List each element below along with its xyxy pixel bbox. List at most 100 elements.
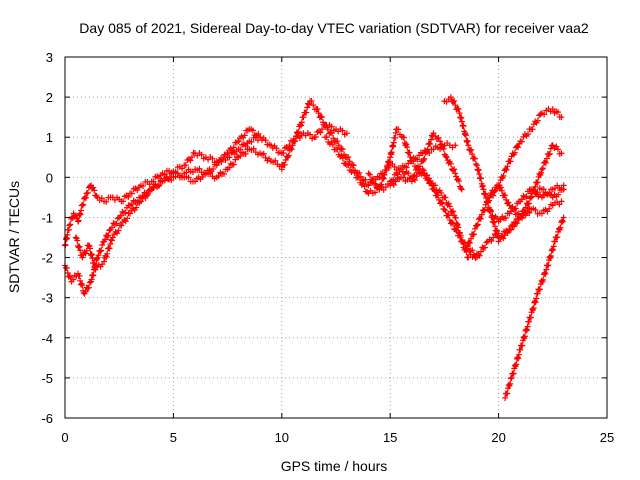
- data-point-dense: [389, 160, 402, 173]
- data-point-dense: [183, 166, 196, 176]
- data-point-dense: [507, 215, 522, 230]
- data-point: [538, 210, 545, 217]
- x-tick-label: 20: [491, 430, 505, 445]
- data-point-dense: [442, 194, 458, 219]
- data-point: [127, 210, 134, 217]
- data-point-dense: [509, 346, 523, 377]
- data-point-dense: [448, 97, 462, 113]
- data-point-dense: [507, 140, 523, 165]
- y-tick-label: 0: [46, 170, 53, 185]
- data-point-dense: [467, 251, 478, 260]
- data-point-dense: [302, 129, 316, 142]
- data-point: [465, 142, 472, 149]
- data-point-dense: [464, 222, 479, 252]
- data-point: [75, 218, 82, 225]
- data-point-dense: [453, 227, 468, 247]
- x-tick-label: 10: [275, 430, 289, 445]
- data-point: [79, 254, 86, 261]
- data-point: [495, 238, 502, 245]
- data-point-dense: [182, 149, 197, 169]
- data-point: [560, 186, 567, 193]
- data-points: [62, 94, 567, 401]
- data-point-dense: [388, 169, 403, 184]
- data-point-dense: [73, 235, 85, 259]
- data-point-dense: [70, 272, 80, 283]
- data-point-dense: [226, 148, 240, 161]
- data-point-dense: [84, 183, 93, 196]
- data-point-dense: [366, 171, 382, 191]
- data-point: [506, 226, 513, 233]
- data-point: [517, 214, 524, 221]
- data-point-dense: [410, 149, 424, 163]
- data-point-dense: [519, 205, 533, 219]
- data-point-dense: [387, 126, 400, 158]
- data-point-dense: [378, 180, 392, 193]
- data-point-dense: [399, 157, 414, 171]
- data-point: [118, 222, 125, 229]
- data-point-dense: [432, 133, 442, 143]
- data-point: [343, 130, 350, 137]
- data-point-dense: [194, 150, 207, 162]
- data-point-dense: [437, 141, 449, 160]
- data-point: [213, 162, 220, 169]
- axis-ticks: [64, 56, 608, 419]
- data-point-dense: [526, 290, 540, 321]
- data-point: [484, 198, 491, 205]
- data-point-dense: [62, 264, 74, 281]
- data-point: [517, 346, 524, 353]
- data-point: [437, 138, 444, 145]
- data-point-dense: [269, 143, 283, 156]
- series-12: [495, 198, 565, 245]
- data-point-dense: [543, 238, 558, 269]
- data-point: [72, 234, 79, 241]
- chart-title: Day 085 of 2021, Sidereal Day-to-day VTE…: [79, 20, 589, 36]
- series-11: [484, 182, 567, 225]
- data-point: [549, 106, 556, 113]
- tick-labels: 0 5 10 15 20 25 -6 -5 -4 -3 -2 -1 0 1 2 3: [41, 50, 614, 445]
- x-tick-label: 0: [61, 430, 68, 445]
- series-3: [72, 126, 264, 273]
- data-point-dense: [474, 166, 486, 190]
- data-point: [109, 234, 116, 241]
- data-point: [452, 170, 459, 177]
- data-point-dense: [552, 217, 566, 241]
- data-point-dense: [540, 186, 554, 199]
- data-point-dense: [102, 227, 113, 243]
- data-point-dense: [457, 114, 471, 145]
- data-point-dense: [489, 218, 501, 240]
- data-point: [257, 134, 264, 141]
- series-14: [528, 185, 567, 201]
- data-point-dense: [161, 169, 175, 183]
- data-point-dense: [540, 201, 554, 215]
- data-point-dense: [204, 161, 218, 175]
- data-point-dense: [236, 127, 251, 142]
- series-1: [62, 121, 350, 249]
- data-point: [508, 374, 515, 381]
- data-point: [558, 114, 565, 121]
- data-point-dense: [530, 185, 543, 197]
- data-point-dense: [517, 318, 532, 349]
- y-tick-label: -1: [41, 210, 53, 225]
- y-tick-label: -4: [41, 331, 53, 346]
- data-point-dense: [248, 126, 262, 139]
- data-point-dense: [140, 178, 153, 190]
- data-point-dense: [89, 184, 100, 199]
- data-point-dense: [258, 135, 273, 148]
- data-point: [441, 206, 448, 213]
- data-point-dense: [215, 151, 230, 166]
- y-tick-label: 3: [46, 50, 53, 65]
- data-point: [300, 114, 307, 121]
- data-point-dense: [75, 272, 87, 296]
- data-point-dense: [395, 126, 405, 140]
- series-10: [463, 142, 565, 253]
- data-point: [551, 238, 558, 245]
- data-point: [79, 202, 86, 209]
- x-tick-label: 15: [383, 430, 397, 445]
- data-point: [463, 246, 470, 253]
- data-point-dense: [290, 114, 306, 144]
- data-point-dense: [128, 184, 143, 197]
- data-point-dense: [502, 375, 514, 397]
- data-point-dense: [529, 111, 544, 133]
- data-point-dense: [108, 215, 121, 231]
- series-4: [278, 97, 459, 189]
